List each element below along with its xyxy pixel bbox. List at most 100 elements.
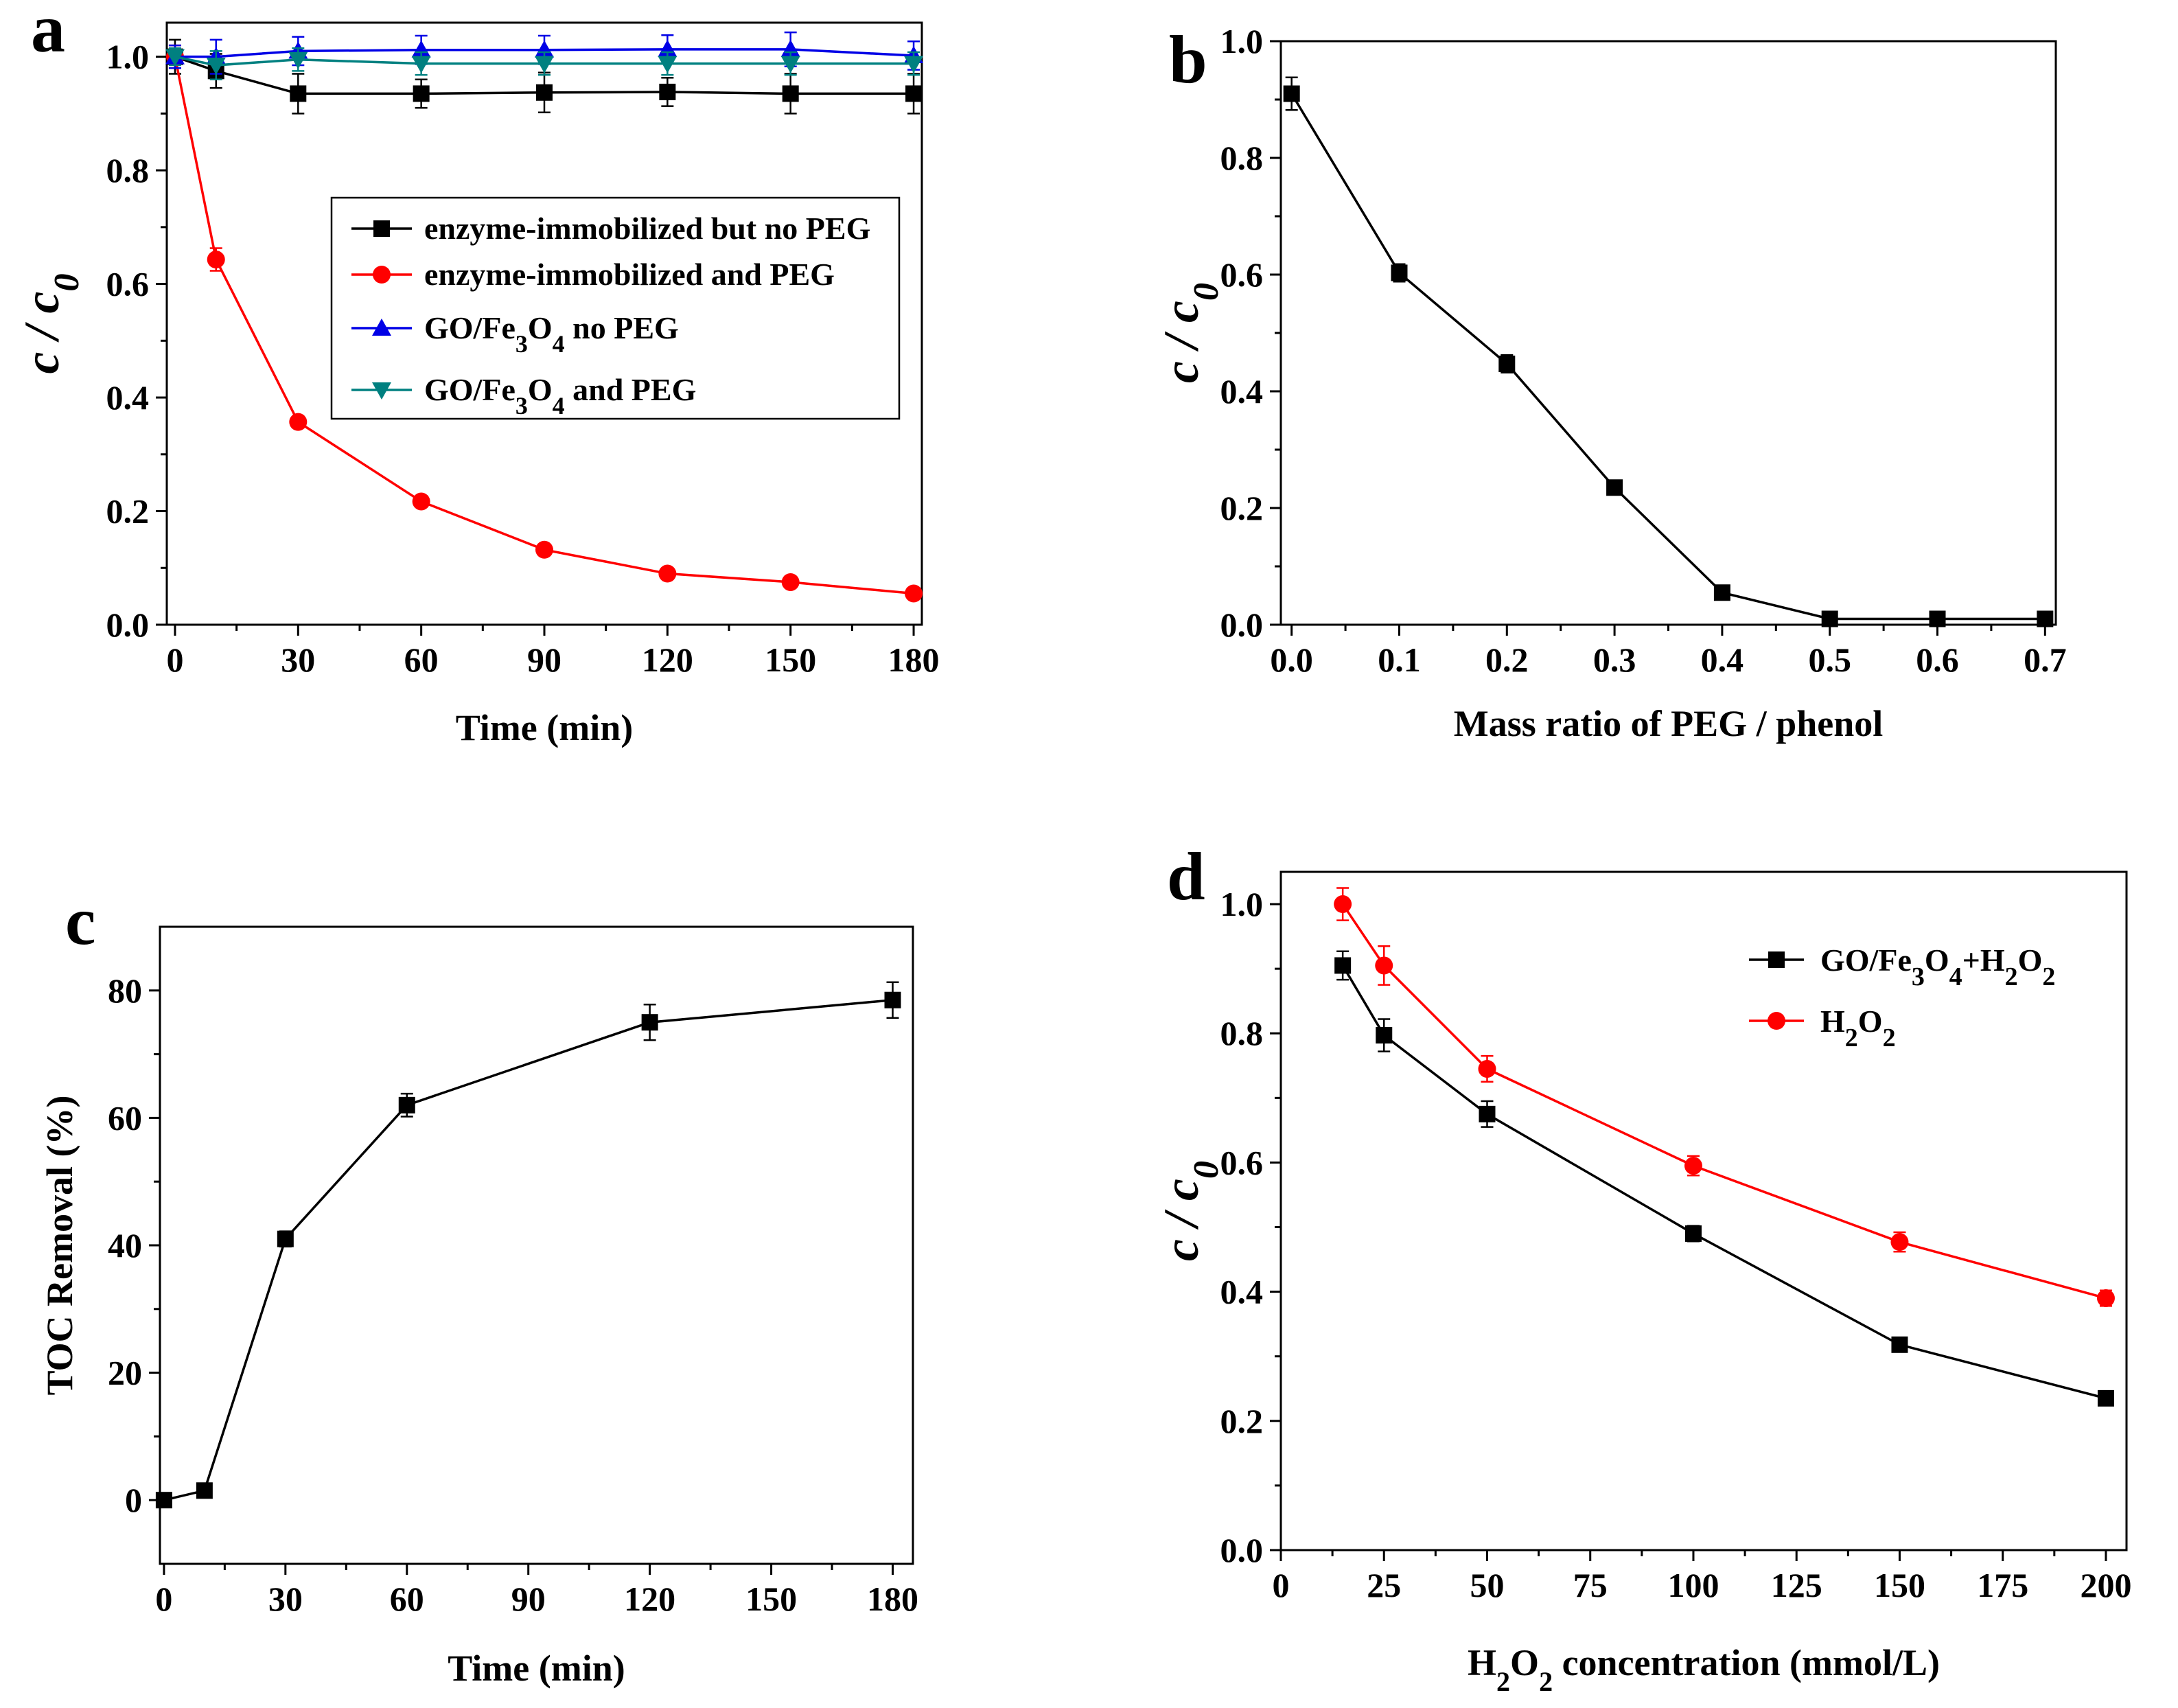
legend-label: enzyme-immobilized and PEG <box>424 257 835 292</box>
y-tick-label: 0.6 <box>106 265 150 303</box>
data-point <box>206 58 226 76</box>
data-point <box>1498 356 1516 373</box>
x-tick-label: 0 <box>166 640 183 679</box>
y-tick-label: 0.6 <box>1220 255 1264 294</box>
x-tick-label: 150 <box>745 1580 797 1618</box>
data-point <box>658 56 677 73</box>
x-axis-title-part: concentration (mmol/L) <box>1553 1642 1940 1683</box>
data-point <box>536 84 553 101</box>
series-line <box>174 56 914 595</box>
data-point <box>2037 610 2054 627</box>
data-point <box>1283 85 1300 102</box>
y-tick-label: 0 <box>125 1481 142 1519</box>
data-point <box>1334 895 1352 914</box>
data-point <box>155 1492 172 1509</box>
x-tick-label: 180 <box>888 640 940 679</box>
legend-label-part: no PEG <box>565 310 679 345</box>
x-tick-label: 90 <box>511 1580 546 1618</box>
data-point <box>1684 1225 1702 1242</box>
legend-label-part: enzyme-immobilized and PEG <box>424 257 835 292</box>
legend-label-part: 2 <box>2042 962 2055 991</box>
series-0 <box>1334 950 2114 1407</box>
data-point <box>1891 1336 1908 1353</box>
series-0 <box>155 981 901 1509</box>
x-axis-title: Time (min) <box>456 707 633 748</box>
chart-panel-d: 0 25 50 75 100 125 150 175 200 0.0 0.2 0.4 0.6 0.8 1.0… <box>1154 838 2131 1697</box>
data-point <box>904 56 924 73</box>
data-point <box>290 85 307 102</box>
data-point <box>2097 1389 2114 1407</box>
y-tick-label: 0.4 <box>1220 372 1264 411</box>
legend-label-part: GO/Fe <box>1820 943 1912 978</box>
data-point <box>207 251 225 269</box>
plot-frame <box>1279 870 2128 1551</box>
legend-marker <box>373 220 390 237</box>
legend-label-part: 3 <box>1912 962 1925 991</box>
x-tick-label: 0.5 <box>1808 640 1851 679</box>
x-tick-label: 180 <box>867 1580 918 1618</box>
x-tick-label: 30 <box>268 1580 303 1618</box>
y-tick-label: 0.8 <box>1220 139 1264 177</box>
y-axis-title-main: c / c <box>14 292 69 374</box>
data-point <box>411 40 431 58</box>
x-tick-label: 90 <box>527 640 561 679</box>
data-point <box>1478 1059 1496 1078</box>
data-point <box>905 584 923 603</box>
x-axis-title: H2O2 concentration (mmol/L) <box>1468 1642 1940 1697</box>
x-axis-title-part: H <box>1468 1642 1496 1683</box>
legend-label-part: 2 <box>2005 962 2018 991</box>
x-tick-label: 0.7 <box>2024 640 2067 679</box>
y-tick-label: 0.4 <box>1220 1273 1264 1311</box>
y-tick-label: 40 <box>108 1226 142 1265</box>
series-1 <box>1334 887 2115 1308</box>
data-point <box>905 85 923 102</box>
series-line <box>1341 965 2107 1400</box>
legend-label-part: O <box>2018 943 2043 978</box>
y-axis-title: c / c0 <box>1154 283 1226 383</box>
x-axis-title: Mass ratio of PEG / phenol <box>1454 703 1884 744</box>
series-line <box>163 998 893 1501</box>
series-line <box>174 55 914 67</box>
x-tick-label: 200 <box>2080 1566 2131 1604</box>
data-point <box>288 51 308 69</box>
x-tick-label: 0 <box>155 1580 172 1618</box>
y-tick-label: 0.8 <box>1220 1014 1264 1052</box>
y-tick-label: 0.2 <box>106 492 150 531</box>
legend: enzyme-immobilized but no PEG enzyme-immo… <box>330 196 901 420</box>
x-tick-label: 0.3 <box>1593 640 1636 679</box>
legend-label-part: 4 <box>553 330 565 358</box>
legend-marker <box>372 319 391 336</box>
data-point <box>1821 610 1838 627</box>
legend-label-part: and PEG <box>565 372 697 407</box>
panel-label: d <box>1167 838 1205 914</box>
plot-frame <box>1279 40 2057 626</box>
x-tick-label: 120 <box>624 1580 675 1618</box>
data-point <box>781 573 800 591</box>
legend-label: GO/Fe3O4+H2O2 <box>1820 943 2055 991</box>
data-point <box>1334 957 1352 974</box>
y-axis-title-main: c / c <box>1154 1179 1209 1261</box>
y-tick-label: 0.4 <box>106 378 150 417</box>
y-tick-label: 1.0 <box>1220 22 1264 60</box>
y-axis-title-sub: 0 <box>1187 283 1226 301</box>
y-axis-title: TOC Removal (%) <box>39 1096 80 1396</box>
x-axis-title-part: 2 <box>1539 1666 1553 1697</box>
series-3 <box>165 47 924 80</box>
data-point <box>1391 264 1408 281</box>
plot-frame <box>159 925 914 1565</box>
x-tick-label: 0.4 <box>1701 640 1744 679</box>
data-point <box>1684 1157 1702 1175</box>
legend-label-part: enzyme-immobilized but no PEG <box>424 211 870 246</box>
data-point <box>1375 956 1393 975</box>
legend-label-part: GO/Fe <box>424 310 515 345</box>
y-tick-label: 80 <box>108 971 142 1010</box>
chart-panel-b: 0.0 0.1 0.2 0.3 0.4 0.5 0.6 0.7 0.0 0.2 0.4 0.6 0.8 1… <box>1154 21 2067 744</box>
legend-label: H2O2 <box>1820 1004 1896 1052</box>
x-tick-label: 75 <box>1573 1566 1608 1604</box>
y-axis-title: c / c0 <box>1154 1161 1226 1261</box>
x-axis-title-part: O <box>1510 1642 1539 1683</box>
data-point <box>1479 1105 1496 1122</box>
data-point <box>780 56 800 73</box>
legend-label-part: H <box>1820 1004 1845 1039</box>
